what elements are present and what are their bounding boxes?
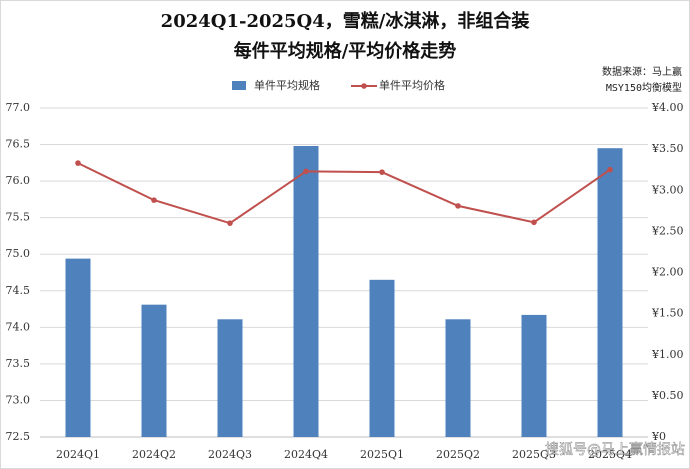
y2-tick-label: ¥3.50 [651, 142, 684, 155]
legend-swatch [232, 81, 246, 90]
y2-tick-label: ¥2.00 [651, 266, 684, 279]
x-tick-label: 2025Q4 [588, 448, 632, 461]
model-note: MSY150均衡模型 [606, 81, 682, 94]
bar [217, 319, 243, 437]
y2-tick-label: ¥0.50 [651, 389, 684, 402]
chart-title: 2024Q1-2025Q4，雪糕/冰淇淋，非组合装 [161, 10, 530, 32]
bar [293, 146, 319, 438]
line [77, 162, 611, 225]
line-marker [151, 197, 157, 203]
chart-subtitle: 每件平均规格/平均价格走势 [234, 40, 457, 62]
watermark: 搜狐号@马上赢情报站 [545, 441, 685, 458]
y2-tick-label: ¥3.00 [651, 183, 684, 196]
bar [65, 258, 91, 437]
y2-tick-label: ¥0 [651, 430, 666, 443]
y-tick-label: 77.0 [6, 101, 31, 114]
y-tick-label: 74.5 [6, 284, 31, 297]
line-marker [75, 160, 81, 166]
line-marker [607, 166, 613, 173]
y-tick-label: 72.5 [6, 430, 31, 443]
bar [597, 148, 623, 437]
bar [445, 319, 471, 437]
line-marker [379, 169, 385, 175]
line-marker [227, 220, 233, 226]
bar [521, 314, 547, 437]
x-tick-label: 2024Q1 [56, 448, 100, 461]
y2-tick-label: ¥4.00 [651, 101, 684, 114]
bar [369, 279, 395, 437]
x-tick-label: 2024Q2 [132, 448, 176, 461]
y-tick-label: 74.0 [6, 320, 31, 333]
line-marker [303, 168, 309, 175]
y-tick-label: 75.5 [6, 211, 31, 224]
y2-tick-label: ¥1.50 [651, 307, 684, 320]
y2-tick-label: ¥2.50 [651, 224, 684, 237]
y-tick-label: 73.5 [6, 357, 31, 370]
x-tick-label: 2024Q3 [208, 448, 252, 461]
x-tick-label: 2025Q3 [512, 448, 556, 461]
x-tick-label: 2025Q1 [360, 448, 404, 461]
y2-tick-label: ¥1.00 [651, 348, 684, 361]
line-marker [455, 203, 461, 209]
y-tick-label: 76.0 [6, 174, 31, 187]
x-tick-label: 2025Q2 [436, 448, 480, 461]
source: 数据来源：马上赢 [602, 65, 682, 78]
legend-marker [361, 83, 367, 89]
legend-label: 单件平均价格 [379, 78, 445, 92]
y-tick-label: 76.5 [6, 138, 31, 151]
x-tick-label: 2024Q4 [284, 448, 328, 461]
legend-label: 单件平均规格 [254, 78, 320, 92]
bar [141, 304, 167, 437]
y-tick-label: 75.0 [6, 247, 31, 260]
y-tick-label: 73.0 [6, 393, 31, 406]
line-marker [531, 219, 537, 226]
